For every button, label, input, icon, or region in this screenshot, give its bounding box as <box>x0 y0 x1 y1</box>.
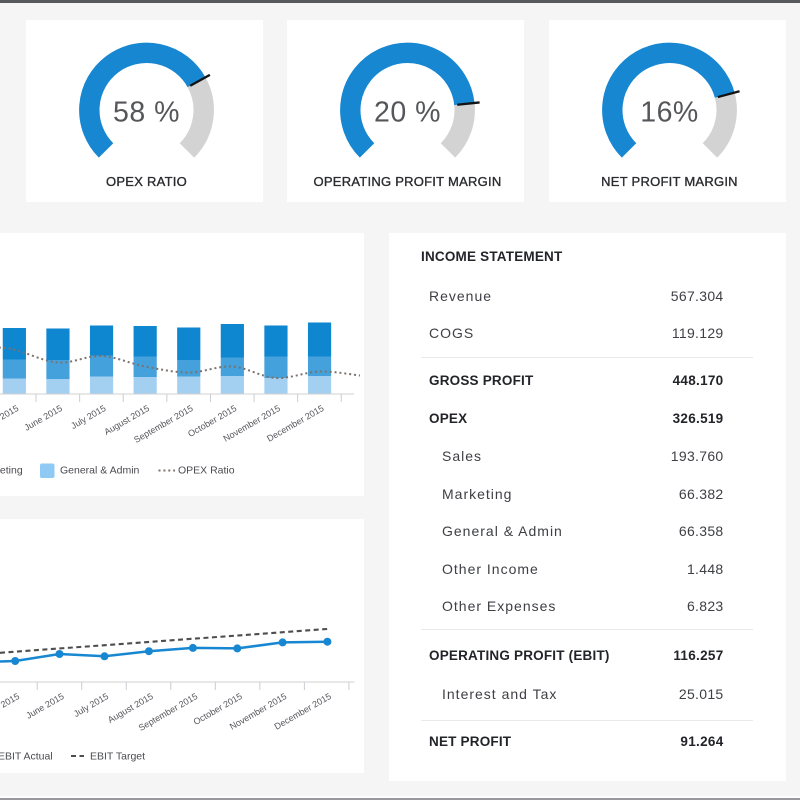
svg-text:58 %: 58 % <box>113 96 180 128</box>
svg-text:OPEX Ratio: OPEX Ratio <box>178 465 235 477</box>
svg-text:June 2015: June 2015 <box>24 691 65 721</box>
svg-text:May 2015: May 2015 <box>0 691 21 719</box>
svg-text:OPERATING PROFIT MARGIN: OPERATING PROFIT MARGIN <box>313 174 501 189</box>
svg-text:Marketing: Marketing <box>0 465 23 477</box>
svg-text:EBIT Actual: EBIT Actual <box>0 751 53 763</box>
svg-text:July 2015: July 2015 <box>69 403 107 431</box>
svg-text:General & Admin: General & Admin <box>60 465 140 477</box>
svg-text:July 2015: July 2015 <box>72 691 110 719</box>
svg-text:June 2015: June 2015 <box>23 403 64 433</box>
svg-text:May 2015: May 2015 <box>0 403 20 431</box>
svg-text:EBIT Target: EBIT Target <box>90 751 145 763</box>
svg-text:NET PROFIT MARGIN: NET PROFIT MARGIN <box>601 174 738 189</box>
svg-text:20 %: 20 % <box>374 96 441 128</box>
svg-text:16%: 16% <box>640 96 699 128</box>
svg-text:OPEX RATIO: OPEX RATIO <box>106 174 187 189</box>
